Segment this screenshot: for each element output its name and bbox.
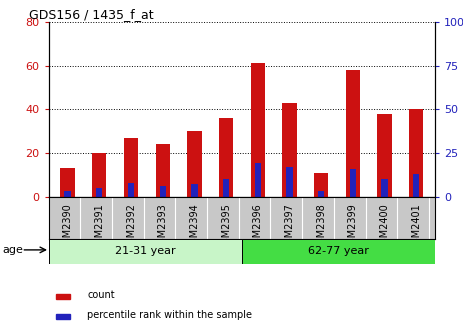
Text: GSM2399: GSM2399 — [348, 203, 358, 250]
Bar — [346, 70, 360, 197]
Bar — [255, 163, 261, 197]
Bar — [377, 114, 392, 197]
Bar — [96, 188, 102, 197]
Text: GSM2396: GSM2396 — [253, 203, 263, 250]
Bar — [124, 138, 138, 197]
Text: GSM2395: GSM2395 — [221, 203, 231, 250]
Bar — [382, 179, 388, 197]
FancyBboxPatch shape — [49, 239, 242, 264]
Bar — [413, 174, 419, 197]
Text: GSM2397: GSM2397 — [284, 203, 294, 250]
Bar — [409, 109, 423, 197]
Bar — [318, 191, 324, 197]
Bar — [191, 184, 198, 197]
Bar — [286, 167, 293, 197]
Text: 21-31 year: 21-31 year — [115, 246, 175, 256]
Bar — [56, 314, 70, 319]
Text: GSM2398: GSM2398 — [316, 203, 326, 250]
Text: GSM2392: GSM2392 — [126, 203, 136, 250]
Text: GSM2400: GSM2400 — [380, 203, 389, 250]
Bar — [160, 186, 166, 197]
Text: GDS156 / 1435_f_at: GDS156 / 1435_f_at — [29, 8, 154, 21]
Bar — [156, 144, 170, 197]
Bar — [282, 103, 297, 197]
Text: count: count — [87, 290, 115, 300]
Bar — [223, 179, 229, 197]
Text: GSM2401: GSM2401 — [411, 203, 421, 250]
Bar — [128, 182, 134, 197]
Bar — [314, 173, 328, 197]
Text: GSM2394: GSM2394 — [189, 203, 200, 250]
Bar — [187, 131, 201, 197]
Text: 62-77 year: 62-77 year — [308, 246, 369, 256]
Bar — [61, 168, 75, 197]
FancyBboxPatch shape — [242, 239, 435, 264]
Text: GSM2393: GSM2393 — [158, 203, 168, 250]
Bar — [350, 169, 356, 197]
Bar — [64, 191, 71, 197]
Text: age: age — [3, 245, 24, 255]
Bar — [92, 153, 106, 197]
Text: GSM2390: GSM2390 — [63, 203, 73, 250]
Bar — [250, 63, 265, 197]
Bar — [219, 118, 233, 197]
Text: GSM2391: GSM2391 — [94, 203, 104, 250]
Text: percentile rank within the sample: percentile rank within the sample — [87, 310, 252, 320]
Bar — [56, 294, 70, 299]
